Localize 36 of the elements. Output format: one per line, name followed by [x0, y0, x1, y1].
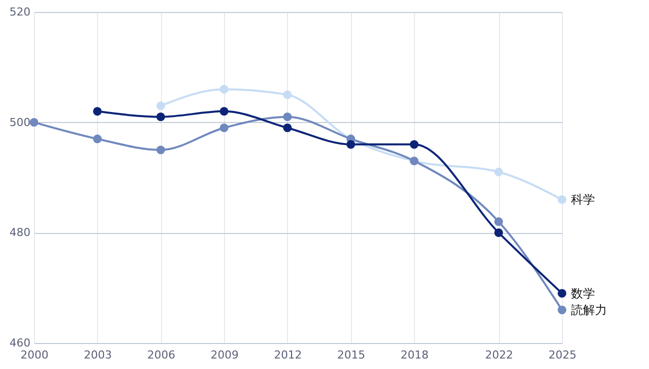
- point: [283, 90, 292, 100]
- x-tick-label: 2000: [20, 348, 48, 362]
- point: [283, 112, 292, 122]
- point: [346, 140, 356, 149]
- y-tick-label: 500: [10, 116, 30, 129]
- point: [220, 84, 228, 94]
- point: [283, 124, 292, 132]
- point: [156, 146, 166, 154]
- point: [156, 101, 166, 110]
- y-tick-label: 460: [10, 336, 30, 350]
- x-tick-label: 2015: [337, 348, 366, 362]
- point: [558, 289, 566, 298]
- y-tick-label: 480: [10, 226, 30, 240]
- point: [156, 112, 166, 122]
- point: [558, 195, 566, 204]
- y-tick-label: 520: [10, 6, 30, 18]
- series-label: 読解力: [571, 302, 607, 317]
- x-tick-label: 2022: [485, 348, 514, 362]
- point: [494, 168, 503, 176]
- point: [220, 124, 228, 132]
- point: [494, 228, 503, 237]
- series-label: 数学: [571, 286, 595, 300]
- point: [30, 118, 38, 127]
- point: [494, 217, 503, 226]
- series-label: 科学: [571, 192, 595, 207]
- x-tick-label: 2025: [548, 348, 576, 362]
- point: [220, 106, 228, 116]
- x-tick-label: 2018: [400, 348, 429, 362]
- point: [93, 106, 102, 116]
- point: [410, 140, 418, 149]
- x-tick-label: 2012: [274, 348, 302, 362]
- point: [558, 306, 566, 314]
- x-tick-label: 2003: [84, 348, 112, 362]
- point: [93, 134, 102, 144]
- x-tick-label: 2009: [210, 348, 239, 362]
- x-tick-label: 2006: [147, 348, 176, 362]
